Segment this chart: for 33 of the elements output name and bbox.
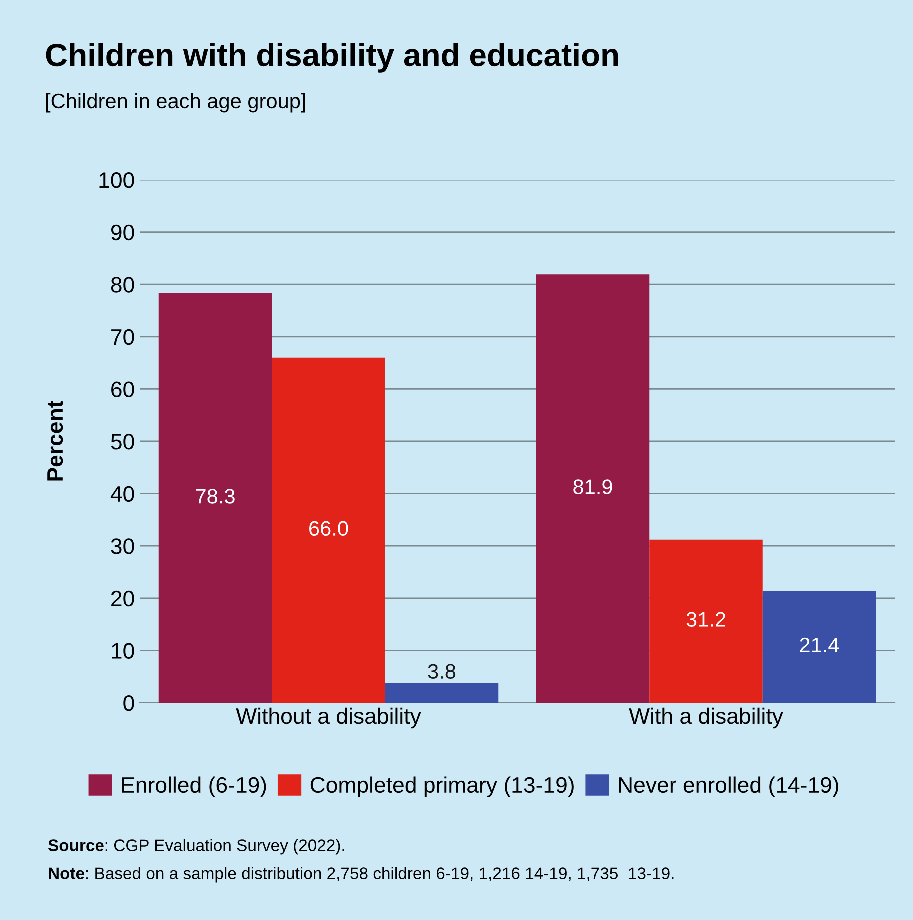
text: 78.3 xyxy=(196,489,235,504)
chart-title: Children with disability and education xyxy=(46,43,618,73)
y-tick-label: 60 xyxy=(112,382,134,398)
y-tick-label: 10 xyxy=(112,643,134,659)
y-tick-label: 80 xyxy=(111,277,134,293)
y-tick-label: 20 xyxy=(112,590,134,607)
text: 31.2 xyxy=(686,612,726,628)
x-tick-label: Without a disability xyxy=(236,708,422,729)
bar xyxy=(536,274,650,703)
y-tick-label: 90 xyxy=(111,224,134,241)
bar xyxy=(158,293,272,703)
legend-label: Enrolled (6-19) xyxy=(122,776,266,798)
bar xyxy=(650,540,763,703)
y-tick-label: 70 xyxy=(112,329,134,346)
bar xyxy=(385,683,499,703)
text: 3.8 xyxy=(428,664,456,680)
y-tick-label: 100 xyxy=(100,172,134,188)
x-tick-label: With a disability xyxy=(629,708,784,729)
y-tick-label: 50 xyxy=(111,434,134,450)
text: 66.0 xyxy=(310,521,348,536)
y-axis-title: Percent xyxy=(48,401,64,481)
chart-subtitle: [Children in each age group] xyxy=(46,93,306,113)
y-tick-label: 30 xyxy=(111,538,134,554)
y-tick-label: 40 xyxy=(110,486,134,502)
text: 81.9 xyxy=(574,480,612,494)
text: Note: Based on a sample distribution 2,758 children 6-19, 1,216 14-19, 1,735 13-19. xyxy=(49,867,674,883)
bar xyxy=(762,591,876,703)
legend-label: Completed primary (13-19) xyxy=(310,776,574,798)
bar xyxy=(272,358,386,703)
text: 21.4 xyxy=(800,638,840,652)
legend-label: Never enrolled (14-19) xyxy=(619,776,838,798)
y-tick-label: 0 xyxy=(124,696,134,712)
source-note: Source: CGP Evaluation Survey (2022). xyxy=(48,839,344,855)
